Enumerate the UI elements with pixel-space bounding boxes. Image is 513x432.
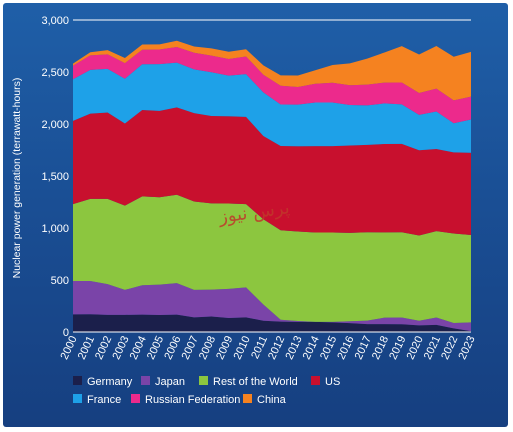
chart-frame: 0 500 1,000 1,500 2,000 2,500 3,000 2000 2001 20… (3, 3, 508, 427)
legend-swatch-germany (73, 376, 82, 385)
legend-label-us: US (325, 376, 340, 388)
area-germany (73, 314, 471, 332)
y-tick-label: 3,000 (41, 15, 69, 27)
area-france (73, 62, 471, 153)
y-tick-label: 1,500 (41, 171, 69, 183)
x-tick-label: 2010 (232, 334, 253, 361)
legend-label-japan: Japan (155, 376, 185, 388)
y-tick-label: 2,000 (41, 119, 69, 131)
legend-swatch-russian-federation (131, 394, 140, 403)
y-axis-label: Nuclear power generation (terrawatt-hour… (11, 78, 23, 279)
area-us (73, 107, 471, 236)
legend: Germany Japan Rest of the World US France Rus… (73, 376, 340, 406)
legend-label-russian-federation: Russian Federation (145, 394, 240, 406)
legend-label-france: France (87, 394, 121, 406)
y-tick-label: 500 (51, 275, 69, 287)
y-tick-labels: 0 500 1,000 1,500 2,000 2,500 3,000 (41, 15, 69, 339)
legend-swatch-rest-of-the-world (199, 376, 208, 385)
x-tick-label: 2023 (456, 334, 477, 361)
x-tick-labels: 2000200120022003200420052006200720082009… (58, 334, 477, 361)
nuclear-generation-chart: 0 500 1,000 1,500 2,000 2,500 3,000 2000200120… (11, 15, 478, 406)
area-japan (73, 281, 471, 332)
legend-label-germany: Germany (87, 376, 133, 388)
y-tick-label: 2,500 (41, 67, 69, 79)
legend-swatch-france (73, 394, 82, 403)
y-tick-label: 0 (63, 327, 69, 339)
legend-swatch-japan (141, 376, 150, 385)
y-tick-label: 1,000 (41, 223, 69, 235)
legend-swatch-us (311, 376, 320, 385)
legend-label-rest-of-the-world: Rest of the World (213, 376, 298, 388)
area-rest-of-the-world (73, 194, 471, 323)
area-china (73, 40, 471, 101)
legend-swatch-china (243, 394, 252, 403)
area-russian-federation (73, 47, 471, 124)
legend-label-china: China (257, 394, 287, 406)
area-series-group (73, 40, 471, 332)
